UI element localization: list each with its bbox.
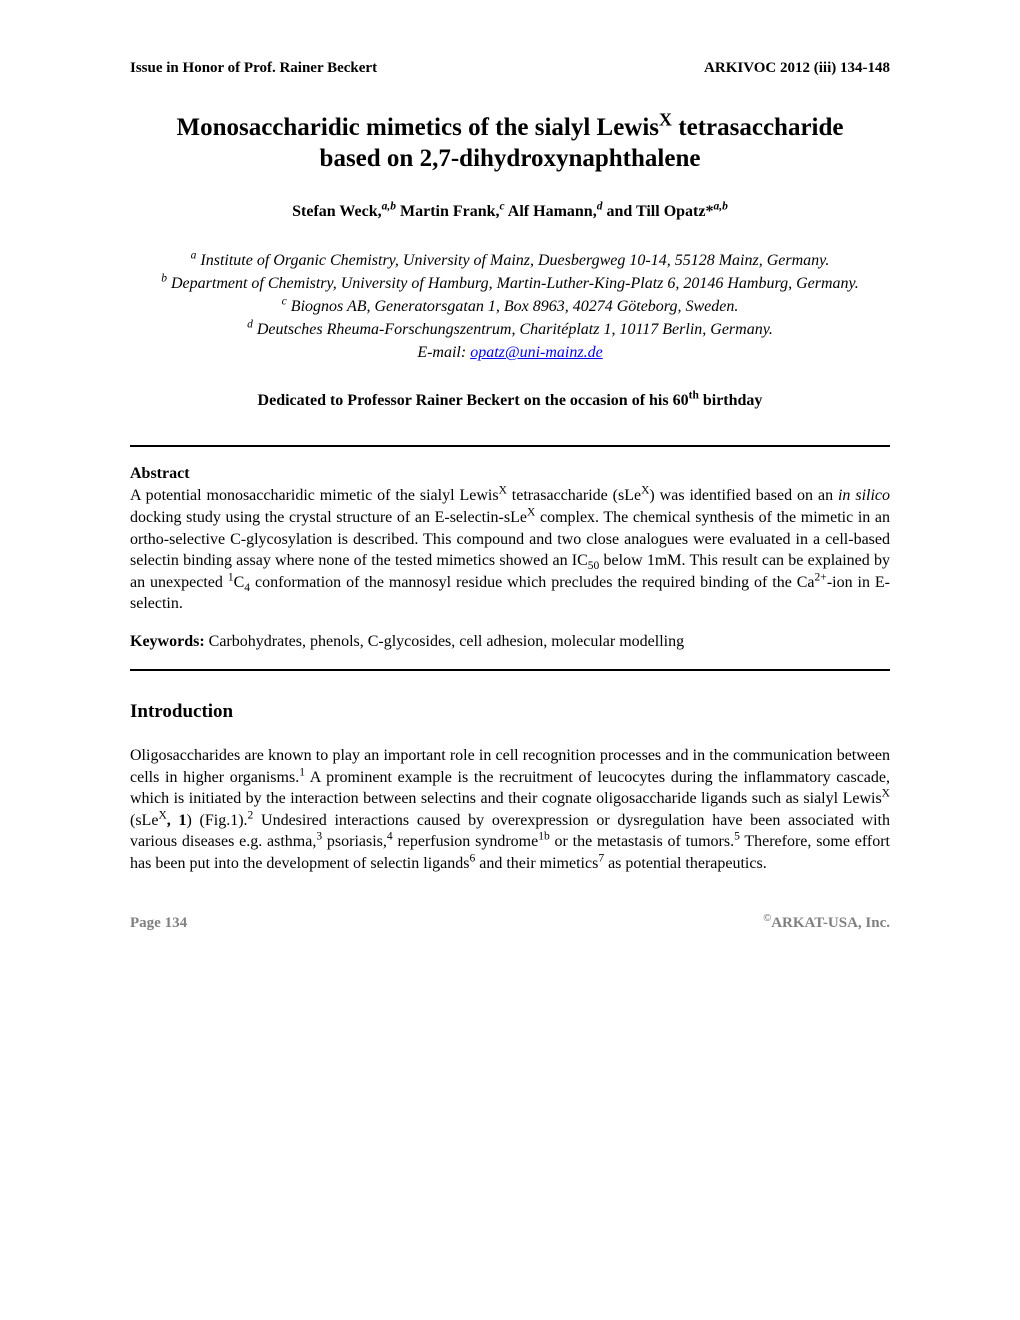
introduction-body: Oligosaccharides are known to play an im… — [130, 745, 890, 875]
keywords-label: Keywords: — [130, 633, 205, 650]
affiliations: a Institute of Organic Chemistry, Univer… — [130, 249, 890, 365]
dedication-line: Dedicated to Professor Rainer Beckert on… — [130, 392, 890, 410]
keywords-line: Keywords: Carbohydrates, phenols, C-glyc… — [130, 633, 890, 651]
header-right: ARKIVOC 2012 (iii) 134-148 — [704, 60, 890, 77]
email-link[interactable]: opatz@uni-mainz.de — [470, 344, 603, 361]
introduction-heading: Introduction — [130, 701, 890, 723]
header-left: Issue in Honor of Prof. Rainer Beckert — [130, 60, 377, 77]
divider-rule — [130, 445, 890, 447]
keywords-text: Carbohydrates, phenols, C-glycosides, ce… — [205, 633, 684, 650]
page-footer: Page 134 ©ARKAT-USA, Inc. — [130, 915, 890, 932]
article-title: Monosaccharidic mimetics of the sialyl L… — [130, 112, 890, 175]
abstract-heading: Abstract — [130, 465, 890, 483]
abstract-body: A potential monosaccharidic mimetic of t… — [130, 485, 890, 615]
running-header: Issue in Honor of Prof. Rainer Beckert A… — [130, 60, 890, 77]
footer-publisher: ©ARKAT-USA, Inc. — [763, 915, 890, 932]
page-container: Issue in Honor of Prof. Rainer Beckert A… — [0, 0, 1020, 982]
footer-page: Page 134 — [130, 915, 187, 932]
author-line: Stefan Weck,a,b Martin Frank,c Alf Haman… — [130, 203, 890, 221]
divider-rule — [130, 669, 890, 671]
